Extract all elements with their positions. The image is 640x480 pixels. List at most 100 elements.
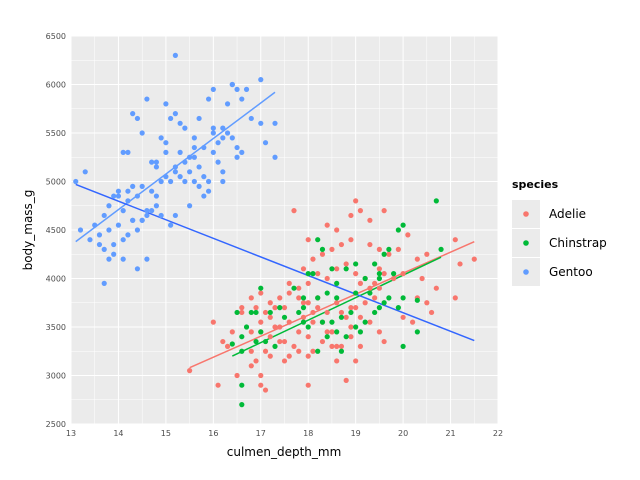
adelie-point xyxy=(248,329,254,335)
gentoo-point xyxy=(125,149,131,155)
adelie-point xyxy=(224,343,231,349)
adelie-point xyxy=(367,241,373,248)
adelie-point xyxy=(381,271,387,277)
adelie-point xyxy=(428,309,435,316)
y-axis-ticks: 2500 3000 3500 4000 4500 5000 5500 6000 6500 xyxy=(46,32,66,429)
adelie-point xyxy=(324,275,330,282)
chinstrap-point xyxy=(315,295,321,301)
chinstrap-point xyxy=(433,198,439,204)
adelie-point xyxy=(300,314,307,320)
adelie-point xyxy=(400,271,406,277)
chinstrap-point xyxy=(315,348,321,354)
gentoo-point xyxy=(196,164,202,170)
chinstrap-point xyxy=(381,300,387,306)
adelie-point xyxy=(343,261,349,267)
x-tick-label: 18 xyxy=(303,429,313,438)
gentoo-point xyxy=(205,188,212,194)
chinstrap-point xyxy=(291,285,297,291)
chinstrap-point xyxy=(353,290,359,296)
adelie-point xyxy=(457,261,463,267)
gentoo-point xyxy=(163,174,169,180)
adelie-point xyxy=(405,232,411,238)
chinstrap-point xyxy=(229,341,235,347)
gentoo-point xyxy=(144,208,150,214)
gentoo-point xyxy=(262,140,269,146)
adelie-point xyxy=(277,324,283,330)
chinstrap-point xyxy=(386,246,392,252)
gentoo-point xyxy=(115,193,122,199)
chinstrap-point xyxy=(338,348,345,354)
gentoo-point xyxy=(248,115,254,122)
gentoo-point xyxy=(111,251,117,257)
gentoo-point xyxy=(120,256,126,262)
adelie-point xyxy=(353,198,359,204)
adelie-point xyxy=(348,212,354,219)
grid-lines xyxy=(70,35,499,425)
gentoo-point xyxy=(201,144,207,151)
gentoo-point xyxy=(201,193,207,199)
y-tick-label: 5500 xyxy=(46,129,66,138)
adelie-point xyxy=(357,314,364,320)
gentoo-point xyxy=(224,101,231,107)
y-tick-label: 2500 xyxy=(46,420,66,429)
x-tick-label: 16 xyxy=(208,429,218,438)
gentoo-point xyxy=(101,246,107,252)
x-tick-label: 14 xyxy=(113,429,123,438)
chinstrap-point xyxy=(414,329,420,335)
adelie-point xyxy=(248,295,254,301)
gentoo-point xyxy=(144,256,150,262)
gentoo-point xyxy=(149,208,155,214)
adelie-point xyxy=(262,387,269,393)
chinstrap-point xyxy=(324,290,330,296)
adelie-point xyxy=(305,280,311,286)
gentoo-point xyxy=(239,149,245,155)
gentoo-point xyxy=(210,130,216,136)
adelie-point xyxy=(353,305,359,311)
chinstrap-point xyxy=(367,290,373,296)
adelie-point xyxy=(272,324,278,330)
adelie-point xyxy=(253,305,259,311)
gentoo-point xyxy=(106,203,112,209)
gentoo-point xyxy=(163,140,169,146)
gentoo-point xyxy=(234,154,240,160)
gentoo-point xyxy=(111,193,117,199)
adelie-point xyxy=(348,305,354,311)
adelie-point xyxy=(305,237,311,243)
gentoo-point xyxy=(172,164,178,170)
gentoo-point xyxy=(196,115,202,122)
chinstrap-point xyxy=(334,280,340,286)
adelie-point xyxy=(310,319,316,325)
adelie-point xyxy=(376,246,382,252)
adelie-point xyxy=(400,314,406,320)
chinstrap-point xyxy=(376,305,382,311)
chinstrap-point xyxy=(357,329,364,335)
adelie-point xyxy=(353,271,359,277)
adelie-point xyxy=(267,353,273,359)
legend: species Adelie Chinstrap Gentoo xyxy=(512,178,607,286)
chinstrap-point xyxy=(362,275,368,282)
gentoo-point xyxy=(158,135,164,141)
adelie-point xyxy=(386,251,392,257)
gentoo-point xyxy=(272,120,278,126)
gentoo-point xyxy=(187,154,193,160)
adelie-point xyxy=(334,343,340,349)
gentoo-point xyxy=(153,203,159,209)
chinstrap-point xyxy=(239,334,245,340)
adelie-point xyxy=(300,300,307,306)
y-tick-label: 5000 xyxy=(46,178,66,187)
chinstrap-point xyxy=(438,246,444,252)
gentoo-point xyxy=(87,237,93,243)
gentoo-point xyxy=(101,212,107,219)
chinstrap-point xyxy=(277,305,283,311)
adelie-point xyxy=(291,343,297,349)
gentoo-point xyxy=(182,178,188,185)
chinstrap-point xyxy=(281,314,288,320)
adelie-point xyxy=(296,295,302,301)
gentoo-point xyxy=(77,227,84,233)
chinstrap-point xyxy=(239,348,245,354)
chinstrap-point xyxy=(329,266,335,272)
adelie-point xyxy=(234,372,240,379)
adelie-point xyxy=(281,305,288,311)
adelie-point xyxy=(376,266,382,272)
chinstrap-point xyxy=(253,309,259,316)
